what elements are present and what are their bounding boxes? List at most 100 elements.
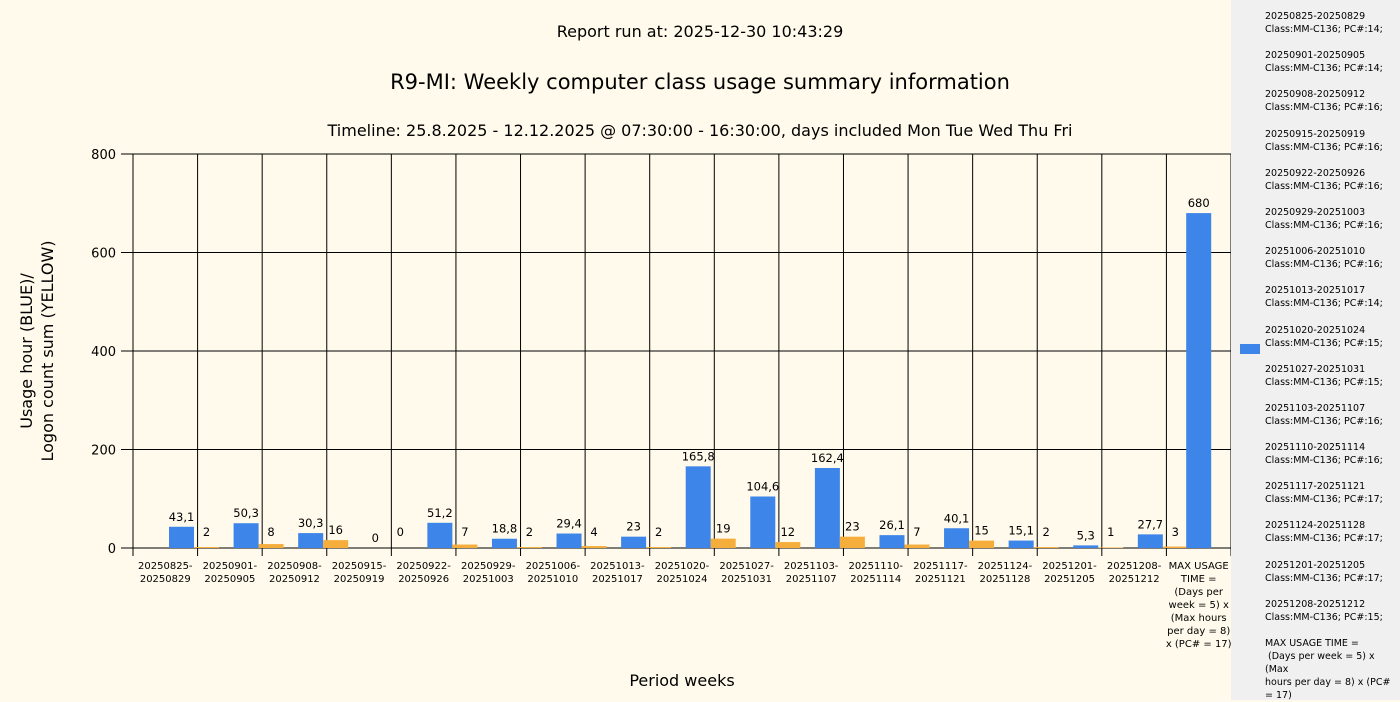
usage-bar-label: 15,1	[1008, 524, 1034, 538]
legend-entry: 20251006-20251010 Class:MM-C136; PC#:16;	[1265, 245, 1395, 284]
y-tick-label: 800	[91, 148, 116, 163]
x-tick-label: x (PC# = 17)	[1166, 639, 1231, 650]
usage-bar-label: 104,6	[746, 479, 779, 493]
usage-bar	[1138, 534, 1163, 548]
usage-bar	[686, 466, 711, 548]
logon-bar	[711, 539, 736, 548]
y-axis-title: Usage hour (BLUE)/Logon count sum (YELLO…	[17, 240, 57, 461]
x-tick-label: 20250926	[398, 574, 449, 585]
x-tick-label: 20251006-	[526, 561, 581, 572]
y-tick-label: 600	[91, 247, 116, 262]
usage-bar	[1073, 545, 1098, 548]
legend-entry: 20251027-20251031 Class:MM-C136; PC#:15;	[1265, 363, 1395, 402]
legend-entry: 20251201-20251205 Class:MM-C136; PC#:17;	[1265, 559, 1395, 598]
usage-bar	[1186, 213, 1211, 548]
x-tick-label: 20250905	[204, 574, 255, 585]
logon-bar	[969, 541, 994, 548]
x-tick-label: 20251024	[657, 574, 708, 585]
logon-bar	[840, 537, 865, 548]
logon-bar	[1034, 547, 1059, 548]
usage-bar	[879, 535, 904, 548]
x-tick-label: 20251124-	[978, 561, 1033, 572]
logon-bar-label: 15	[974, 524, 989, 538]
logon-bar-label: 16	[328, 523, 343, 537]
x-tick-label: MAX USAGE	[1169, 561, 1229, 572]
logon-bar-label: 2	[203, 525, 210, 539]
usage-bar	[169, 527, 194, 548]
usage-bar-chart: 020040060080043,1220250825-2025082950,38…	[0, 0, 1231, 700]
usage-bar-label: 0	[372, 531, 379, 545]
usage-bar	[234, 523, 259, 548]
logon-bar-label: 12	[780, 525, 795, 539]
logon-bar	[904, 545, 929, 548]
usage-bar	[557, 534, 582, 548]
logon-bar-label: 2	[655, 525, 662, 539]
x-tick-label: 20251110-	[849, 561, 904, 572]
legend-entry: 20250915-20250919 Class:MM-C136; PC#:16;	[1265, 128, 1395, 167]
logon-bar-label: 23	[845, 520, 860, 534]
legend-entry: 20250929-20251003 Class:MM-C136; PC#:16;	[1265, 206, 1395, 245]
legend-panel: 20250825-20250829 Class:MM-C136; PC#:14;…	[1231, 0, 1400, 700]
legend-color-swatch	[1240, 344, 1260, 354]
x-tick-label: per day = 8)	[1167, 626, 1230, 637]
x-tick-label: 20250915-	[332, 561, 387, 572]
legend-entry: 20251020-20251024 Class:MM-C136; PC#:15;	[1265, 324, 1395, 363]
logon-bar-label: 0	[397, 525, 404, 539]
legend-entry: 20250908-20250912 Class:MM-C136; PC#:16;	[1265, 88, 1395, 127]
legend-entry: 20251110-20251114 Class:MM-C136; PC#:16;	[1265, 441, 1395, 480]
x-tick-label: (Max hours	[1171, 613, 1227, 624]
logon-bar	[323, 540, 348, 548]
logon-bar-label: 7	[461, 525, 468, 539]
y-axis-title-line: Logon count sum (YELLOW)	[38, 240, 57, 461]
x-tick-label: 20250901-	[203, 561, 258, 572]
x-tick-label: 20251103-	[784, 561, 839, 572]
usage-bar-label: 680	[1188, 196, 1210, 210]
usage-bar	[815, 468, 840, 548]
x-tick-label: 20251117-	[913, 561, 968, 572]
usage-bar	[492, 539, 517, 548]
x-tick-label: 20251013-	[590, 561, 645, 572]
x-tick-label: 20250922-	[396, 561, 451, 572]
logon-bar-label: 7	[913, 525, 920, 539]
logon-bar-label: 2	[526, 525, 533, 539]
usage-bar	[427, 523, 452, 548]
usage-bar-label: 27,7	[1138, 517, 1164, 531]
usage-bar-label: 51,2	[427, 506, 453, 520]
usage-bar-label: 5,3	[1077, 528, 1095, 542]
x-axis-title: Period weeks	[629, 671, 734, 690]
usage-bar-label: 162,4	[811, 451, 844, 465]
x-tick-label: 20251107	[786, 574, 837, 585]
logon-bar-label: 8	[267, 525, 274, 539]
logon-bar-label: 1	[1107, 525, 1114, 539]
legend-entry: 20250901-20250905 Class:MM-C136; PC#:14;	[1265, 49, 1395, 88]
usage-bar-label: 26,1	[879, 518, 905, 532]
usage-bar-label: 18,8	[492, 522, 518, 536]
logon-bar-label: 4	[590, 525, 597, 539]
legend-entry: 20250825-20250829 Class:MM-C136; PC#:14;	[1265, 10, 1395, 49]
x-tick-label: 20250908-	[267, 561, 322, 572]
logon-bar	[452, 545, 477, 548]
logon-bar	[259, 544, 284, 548]
legend-entry: 20251208-20251212 Class:MM-C136; PC#:15;	[1265, 598, 1395, 637]
logon-bar	[1163, 547, 1188, 548]
x-tick-label: 20251017	[592, 574, 643, 585]
x-tick-label: 20251010	[527, 574, 578, 585]
x-tick-label: 20251003	[463, 574, 514, 585]
logon-bar	[775, 542, 800, 548]
legend-entry: MAX USAGE TIME = (Days per week = 5) x (…	[1265, 637, 1395, 676]
x-tick-label: week = 5) x	[1169, 600, 1229, 611]
x-tick-label: 20251114	[850, 574, 901, 585]
usage-bar	[944, 528, 969, 548]
usage-bar-label: 43,1	[169, 510, 195, 524]
logon-bar	[646, 547, 671, 548]
legend-entry: 20251124-20251128 Class:MM-C136; PC#:17;	[1265, 519, 1395, 558]
legend-list: 20250825-20250829 Class:MM-C136; PC#:14;…	[1265, 10, 1395, 676]
legend-entry: 20251013-20251017 Class:MM-C136; PC#:14;	[1265, 284, 1395, 323]
usage-bar-label: 40,1	[944, 511, 970, 525]
x-tick-label: 20250919	[334, 574, 385, 585]
y-tick-label: 0	[108, 542, 116, 557]
usage-bar-label: 50,3	[233, 506, 259, 520]
usage-bar-label: 23	[626, 520, 641, 534]
logon-bar-label: 2	[1042, 525, 1049, 539]
x-tick-label: TIME =	[1180, 574, 1217, 585]
